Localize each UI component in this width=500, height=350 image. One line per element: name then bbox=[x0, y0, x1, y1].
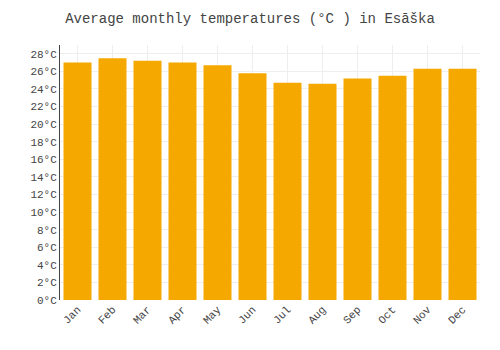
svg-text:26°C: 26°C bbox=[30, 66, 57, 78]
svg-text:10°C: 10°C bbox=[30, 207, 57, 219]
svg-text:Apr: Apr bbox=[166, 304, 188, 326]
svg-text:Aug: Aug bbox=[306, 304, 328, 326]
svg-text:8°C: 8°C bbox=[37, 225, 57, 237]
svg-text:2°C: 2°C bbox=[37, 277, 57, 289]
svg-text:22°C: 22°C bbox=[30, 101, 57, 113]
svg-text:Feb: Feb bbox=[96, 304, 118, 326]
svg-text:Dec: Dec bbox=[446, 304, 468, 326]
svg-text:24°C: 24°C bbox=[30, 84, 57, 96]
svg-text:6°C: 6°C bbox=[37, 242, 57, 254]
svg-text:4°C: 4°C bbox=[37, 260, 57, 272]
svg-text:May: May bbox=[201, 304, 224, 327]
svg-text:16°C: 16°C bbox=[30, 154, 57, 166]
svg-text:Sep: Sep bbox=[341, 304, 363, 326]
svg-text:0°C: 0°C bbox=[37, 295, 57, 307]
svg-text:Mar: Mar bbox=[131, 304, 153, 326]
svg-text:Oct: Oct bbox=[376, 304, 398, 326]
svg-text:Nov: Nov bbox=[411, 304, 434, 327]
svg-text:12°C: 12°C bbox=[30, 189, 57, 201]
svg-text:Jul: Jul bbox=[271, 304, 293, 326]
svg-text:28°C: 28°C bbox=[30, 49, 57, 61]
svg-text:20°C: 20°C bbox=[30, 119, 57, 131]
svg-text:Average monthly temperatures (: Average monthly temperatures (°C ) in Es… bbox=[65, 11, 435, 27]
svg-text:18°C: 18°C bbox=[30, 137, 57, 149]
svg-text:Jan: Jan bbox=[61, 304, 83, 326]
svg-text:Jun: Jun bbox=[236, 304, 258, 326]
svg-text:14°C: 14°C bbox=[30, 172, 57, 184]
